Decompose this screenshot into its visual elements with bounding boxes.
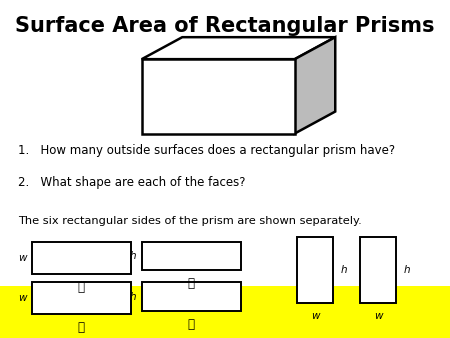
Text: h: h (130, 251, 136, 261)
Bar (0, 286, 450, 338)
Bar (360, 237, 396, 303)
Bar (142, 282, 241, 311)
Text: w: w (18, 253, 27, 263)
Text: ℓ: ℓ (77, 281, 85, 294)
Text: h: h (341, 265, 347, 274)
Polygon shape (142, 37, 335, 59)
Text: ℓ: ℓ (188, 277, 195, 290)
Text: 1.   How many outside surfaces does a rectangular prism have?: 1. How many outside surfaces does a rect… (18, 144, 395, 157)
Text: The six rectangular sides of the prism are shown separately.: The six rectangular sides of the prism a… (18, 216, 362, 226)
Bar (142, 242, 241, 270)
Bar (142, 59, 295, 134)
Polygon shape (295, 37, 335, 134)
Text: w: w (311, 311, 319, 321)
Bar (297, 237, 333, 303)
Text: w: w (18, 293, 27, 303)
Bar (32, 242, 130, 274)
Text: h: h (130, 292, 136, 301)
Text: Surface Area of Rectangular Prisms: Surface Area of Rectangular Prisms (15, 16, 435, 36)
Text: w: w (374, 311, 382, 321)
Text: 2.   What shape are each of the faces?: 2. What shape are each of the faces? (18, 176, 246, 189)
Bar (32, 282, 130, 314)
Text: ℓ: ℓ (77, 321, 85, 334)
Text: h: h (404, 265, 410, 274)
Text: ℓ: ℓ (188, 318, 195, 331)
